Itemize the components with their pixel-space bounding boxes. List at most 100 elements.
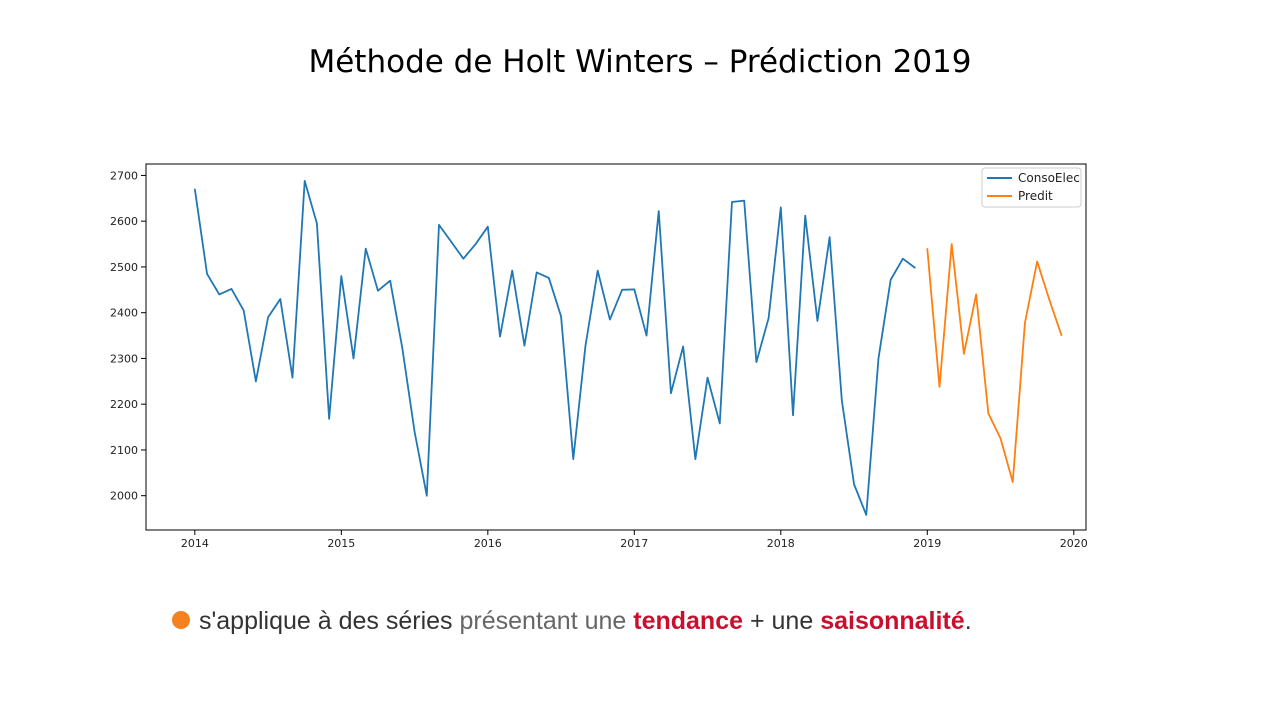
x-axis: 2014 2015 2016 2017 2018 2019 2020	[181, 530, 1088, 550]
y-axis: 2000 2100 2200 2300 2400 2500 2600 2700	[110, 169, 146, 503]
data-point-consoelec	[829, 236, 831, 238]
data-point-consoelec	[816, 320, 819, 322]
data-point-consoelec	[780, 206, 782, 209]
y-tick-label: 2300	[110, 352, 138, 365]
data-point-predit	[1048, 299, 1050, 301]
data-point-consoelec	[902, 258, 904, 260]
data-point-consoelec	[560, 315, 562, 317]
data-point-predit	[1060, 334, 1063, 337]
data-point-consoelec	[914, 267, 916, 269]
caption: s'applique à des séries présentant une t…	[172, 607, 972, 636]
data-point-consoelec	[206, 273, 208, 275]
data-point-consoelec	[743, 200, 745, 202]
caption-part-2: présentant une	[459, 607, 627, 635]
data-point-consoelec	[304, 180, 306, 182]
data-point-consoelec	[523, 345, 526, 347]
y-tick-label: 2200	[110, 398, 138, 411]
plot-frame	[145, 163, 1087, 531]
data-point-consoelec	[511, 270, 513, 272]
data-point-consoelec	[291, 377, 294, 379]
data-point-predit	[1012, 481, 1014, 483]
data-point-consoelec	[438, 224, 440, 226]
data-point-consoelec	[401, 347, 403, 349]
data-point-consoelec	[389, 280, 391, 282]
data-point-consoelec	[609, 318, 611, 321]
x-tick-label: 2018	[767, 537, 795, 550]
data-point-predit	[987, 412, 989, 414]
data-point-consoelec	[584, 345, 587, 347]
slide-title: Méthode de Holt Winters – Prédiction 201…	[308, 44, 972, 80]
data-point-consoelec	[279, 298, 281, 300]
x-tick-label: 2020	[1060, 537, 1088, 550]
data-point-consoelec	[792, 414, 794, 416]
data-point-consoelec	[682, 345, 684, 348]
legend: ConsoElec Predit	[981, 167, 1082, 208]
data-point-consoelec	[450, 241, 452, 243]
data-point-consoelec	[230, 288, 233, 290]
data-point-consoelec	[890, 279, 892, 281]
y-tick-label: 2700	[110, 169, 138, 182]
data-point-consoelec	[706, 377, 709, 379]
data-point-consoelec	[621, 289, 623, 291]
y-tick-label: 2500	[110, 261, 138, 274]
data-point-predit	[926, 248, 928, 250]
data-point-consoelec	[267, 316, 269, 318]
bullet-icon	[172, 611, 190, 630]
x-tick-label: 2014	[181, 537, 209, 550]
series-layer	[193, 180, 1063, 516]
caption-keyword-saisonnalite: saisonnalité	[820, 607, 965, 635]
legend-label-consoelec: ConsoElec	[1018, 171, 1080, 185]
data-point-consoelec	[340, 275, 342, 277]
data-point-consoelec	[597, 270, 599, 272]
data-point-consoelec	[658, 210, 660, 212]
y-tick-label: 2600	[110, 215, 138, 228]
data-point-predit	[963, 353, 965, 355]
y-tick-label: 2400	[110, 307, 138, 320]
data-point-consoelec	[670, 392, 672, 394]
data-point-consoelec	[768, 317, 770, 319]
x-tick-label: 2017	[620, 537, 648, 550]
data-point-consoelec	[218, 293, 220, 295]
data-point-consoelec	[413, 431, 416, 433]
data-point-consoelec	[255, 380, 257, 382]
caption-keyword-tendance: tendance	[633, 607, 744, 635]
data-point-consoelec	[719, 422, 721, 424]
data-point-consoelec	[731, 201, 733, 203]
data-point-consoelec	[536, 271, 538, 274]
data-point-consoelec	[328, 418, 330, 420]
data-point-consoelec	[487, 226, 489, 228]
data-point-consoelec	[841, 399, 843, 402]
x-tick-label: 2019	[913, 537, 941, 550]
data-point-consoelec	[877, 357, 880, 360]
data-point-predit	[938, 386, 941, 388]
data-point-consoelec	[804, 215, 806, 217]
caption-part-4: + une	[749, 607, 814, 635]
data-point-consoelec	[475, 243, 477, 245]
caption-part-1: s'applique à des séries	[199, 607, 453, 635]
y-tick-label: 2100	[110, 444, 138, 457]
data-point-consoelec	[572, 458, 574, 460]
data-point-consoelec	[365, 248, 367, 250]
data-point-consoelec	[316, 222, 318, 225]
data-point-consoelec	[633, 288, 635, 290]
data-point-consoelec	[377, 290, 379, 292]
y-tick-label: 2000	[110, 490, 138, 503]
data-point-consoelec	[548, 277, 550, 279]
data-point-consoelec	[853, 483, 855, 485]
data-point-predit	[1036, 260, 1038, 263]
x-tick-label: 2015	[327, 537, 355, 550]
data-point-consoelec	[243, 309, 245, 311]
x-tick-label: 2016	[474, 537, 502, 550]
data-point-consoelec	[426, 495, 428, 497]
data-point-predit	[975, 293, 977, 295]
legend-label-predit: Predit	[1018, 189, 1053, 203]
data-point-consoelec	[462, 258, 464, 260]
data-point-consoelec	[694, 458, 696, 460]
caption-period: .	[964, 607, 972, 635]
series-line-consoelec	[193, 180, 916, 516]
data-point-consoelec	[352, 357, 355, 360]
data-point-consoelec	[645, 334, 648, 337]
data-point-predit	[1024, 322, 1026, 324]
data-point-consoelec	[499, 335, 501, 338]
